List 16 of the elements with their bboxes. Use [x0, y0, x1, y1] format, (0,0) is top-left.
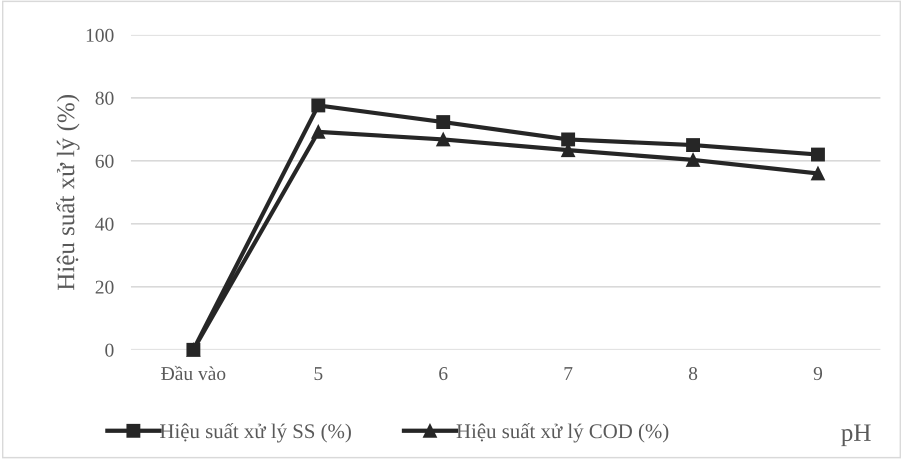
- y-tick-label: 40: [95, 218, 114, 231]
- x-tick-label: 6: [439, 367, 448, 380]
- x-axis-title: pH: [841, 424, 871, 446]
- y-tick-label: 20: [96, 280, 114, 294]
- x-tick-label: 8: [688, 366, 698, 380]
- x-tick-label: 5: [314, 367, 322, 380]
- legend-label: Hiệu suất xử lý COD (%): [456, 422, 668, 443]
- legend-label: Hiệu suất xử lý SS (%): [160, 422, 351, 443]
- x-tick-label: 7: [564, 367, 572, 380]
- y-tick-label: 0: [105, 344, 114, 357]
- x-tick-label: 9: [814, 367, 822, 380]
- y-tick-label: 100: [86, 28, 114, 42]
- y-tick-label: 80: [96, 92, 114, 105]
- y-tick-label: 60: [96, 154, 114, 168]
- x-tick-label: Đầu vào: [161, 366, 226, 380]
- y-axis-title: Hiệu suất xử lý (%): [56, 95, 80, 290]
